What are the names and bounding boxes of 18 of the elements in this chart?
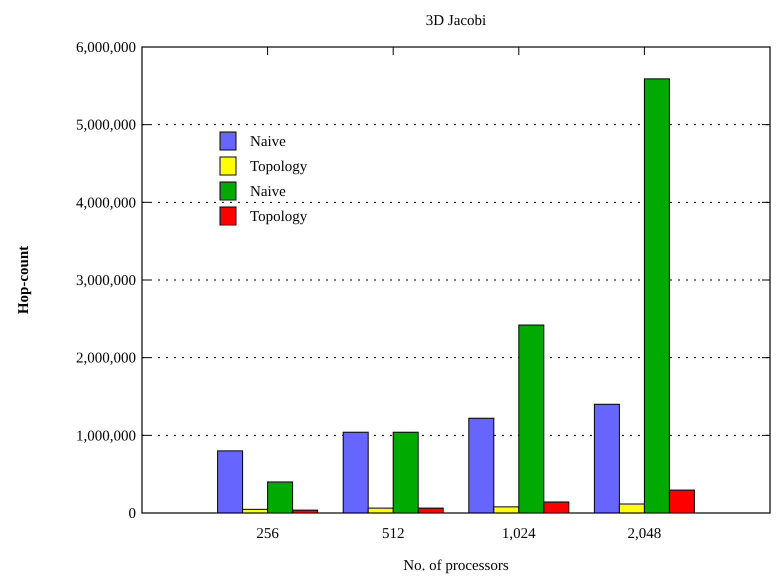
x-tick-label: 512 bbox=[382, 526, 404, 542]
legend-label: Naive bbox=[250, 134, 286, 150]
legend-label: Naive bbox=[250, 184, 286, 200]
legend-label: Topology bbox=[250, 159, 308, 175]
y-tick-label: 2,000,000 bbox=[76, 350, 136, 367]
y-axis-title: Hop-count bbox=[16, 246, 32, 314]
x-tick-label: 256 bbox=[256, 526, 280, 542]
y-tick-label: 4,000,000 bbox=[76, 195, 136, 212]
chart-title: 3D Jacobi bbox=[426, 13, 486, 29]
y-tick-label: 6,000,000 bbox=[76, 40, 136, 56]
legend-label: Topology bbox=[250, 209, 308, 225]
y-tick-label: 5,000,000 bbox=[76, 118, 136, 134]
y-tick-label: 1,000,000 bbox=[76, 428, 136, 444]
x-axis-title: No. of processors bbox=[403, 558, 509, 574]
x-tick-label: 1,024 bbox=[502, 526, 536, 542]
x-tick-label: 2,048 bbox=[628, 526, 662, 542]
y-tick-label: 3,000,000 bbox=[76, 273, 136, 289]
y-tick-label: 0 bbox=[128, 506, 136, 522]
